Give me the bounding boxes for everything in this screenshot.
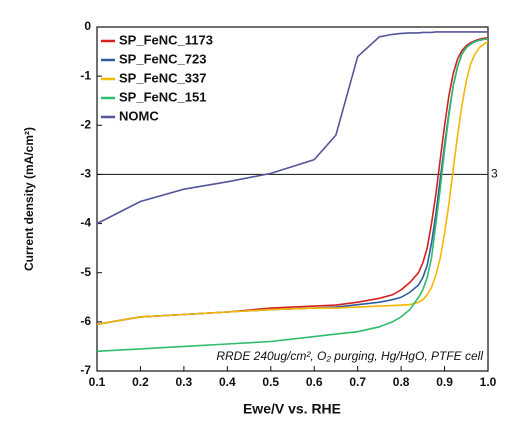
y-tick-label: -6 <box>80 314 91 328</box>
legend-label: SP_FeNC_151 <box>119 89 206 104</box>
legend-label: SP_FeNC_723 <box>119 51 206 66</box>
legend-label: SP_FeNC_337 <box>119 70 206 85</box>
x-tick-label: 0.8 <box>393 375 410 389</box>
x-tick-label: 0.2 <box>132 375 149 389</box>
x-tick-label: 0.3 <box>176 375 193 389</box>
x-tick-label: 0.7 <box>349 375 366 389</box>
x-tick-label: 0.5 <box>262 375 279 389</box>
y-tick-label: -1 <box>80 68 91 82</box>
x-tick-label: 0.4 <box>219 375 236 389</box>
y-tick-label: -5 <box>80 265 91 279</box>
y-tick-label: -3 <box>80 167 91 181</box>
plot-frame <box>96 26 489 372</box>
y-tick-label: -7 <box>80 363 91 377</box>
x-tick-label: 0.9 <box>436 375 453 389</box>
x-tick-label: 1.0 <box>480 375 497 389</box>
annotation: RRDE 240ug/cm², O₂ purging, Hg/HgO, PTFE… <box>216 349 483 363</box>
x-tick-label: 0.1 <box>89 375 106 389</box>
x-tick-label: 0.6 <box>306 375 323 389</box>
series-line <box>96 37 489 326</box>
y-tick-label: -2 <box>80 117 91 131</box>
legend-label: SP_FeNC_1173 <box>119 32 213 47</box>
legend-label: NOMC <box>119 108 159 123</box>
y-tick-label: -4 <box>80 216 91 230</box>
y-tick-label: 0 <box>84 19 91 33</box>
x-axis-label: Ewe/V vs. RHE <box>243 401 341 417</box>
series-line <box>96 31 488 225</box>
series-line <box>96 41 489 326</box>
series-line <box>96 38 489 353</box>
y-axis-label: Current density (mA/cm²) <box>22 127 36 271</box>
reference-label: 3 <box>491 167 498 181</box>
